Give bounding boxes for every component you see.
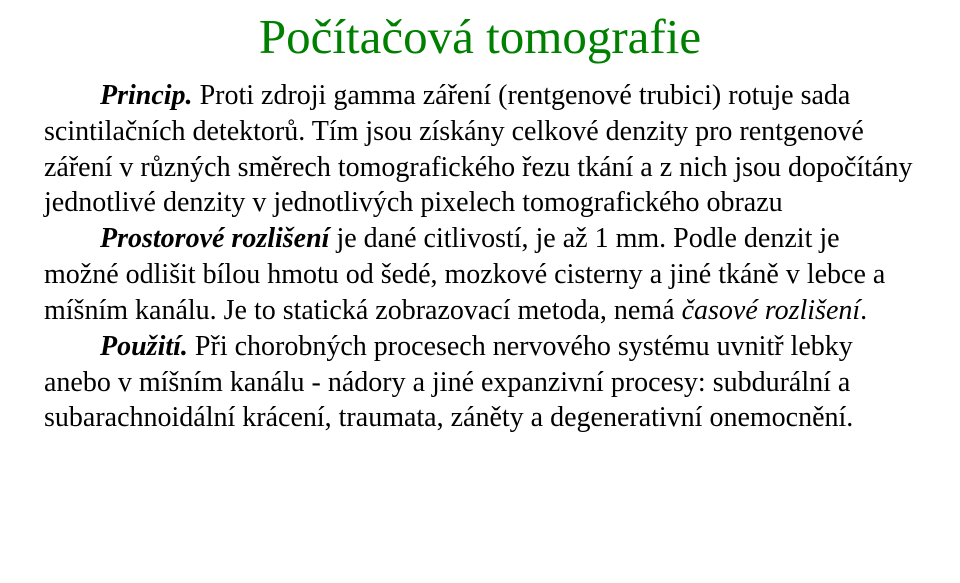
lead-princip: Princip.	[100, 80, 193, 111]
body-text: Princip. Proti zdroji gamma záření (rent…	[44, 78, 916, 436]
lead-rozliseni: Prostorové rozlišení	[100, 223, 329, 254]
document-page: Počítačová tomografie Princip. Proti zdr…	[0, 0, 960, 436]
em-casove-rozliseni: časové rozlišení	[682, 295, 861, 326]
page-title: Počítačová tomografie	[44, 10, 916, 64]
paragraph-pouziti: Použití. Při chorobných procesech nervov…	[44, 329, 916, 436]
paragraph-rozliseni: Prostorové rozlišení je dané citlivostí,…	[44, 221, 916, 328]
paragraph-princip: Princip. Proti zdroji gamma záření (rent…	[44, 78, 916, 221]
lead-pouziti: Použití.	[100, 331, 188, 362]
text-rozliseni-2: .	[860, 295, 867, 326]
